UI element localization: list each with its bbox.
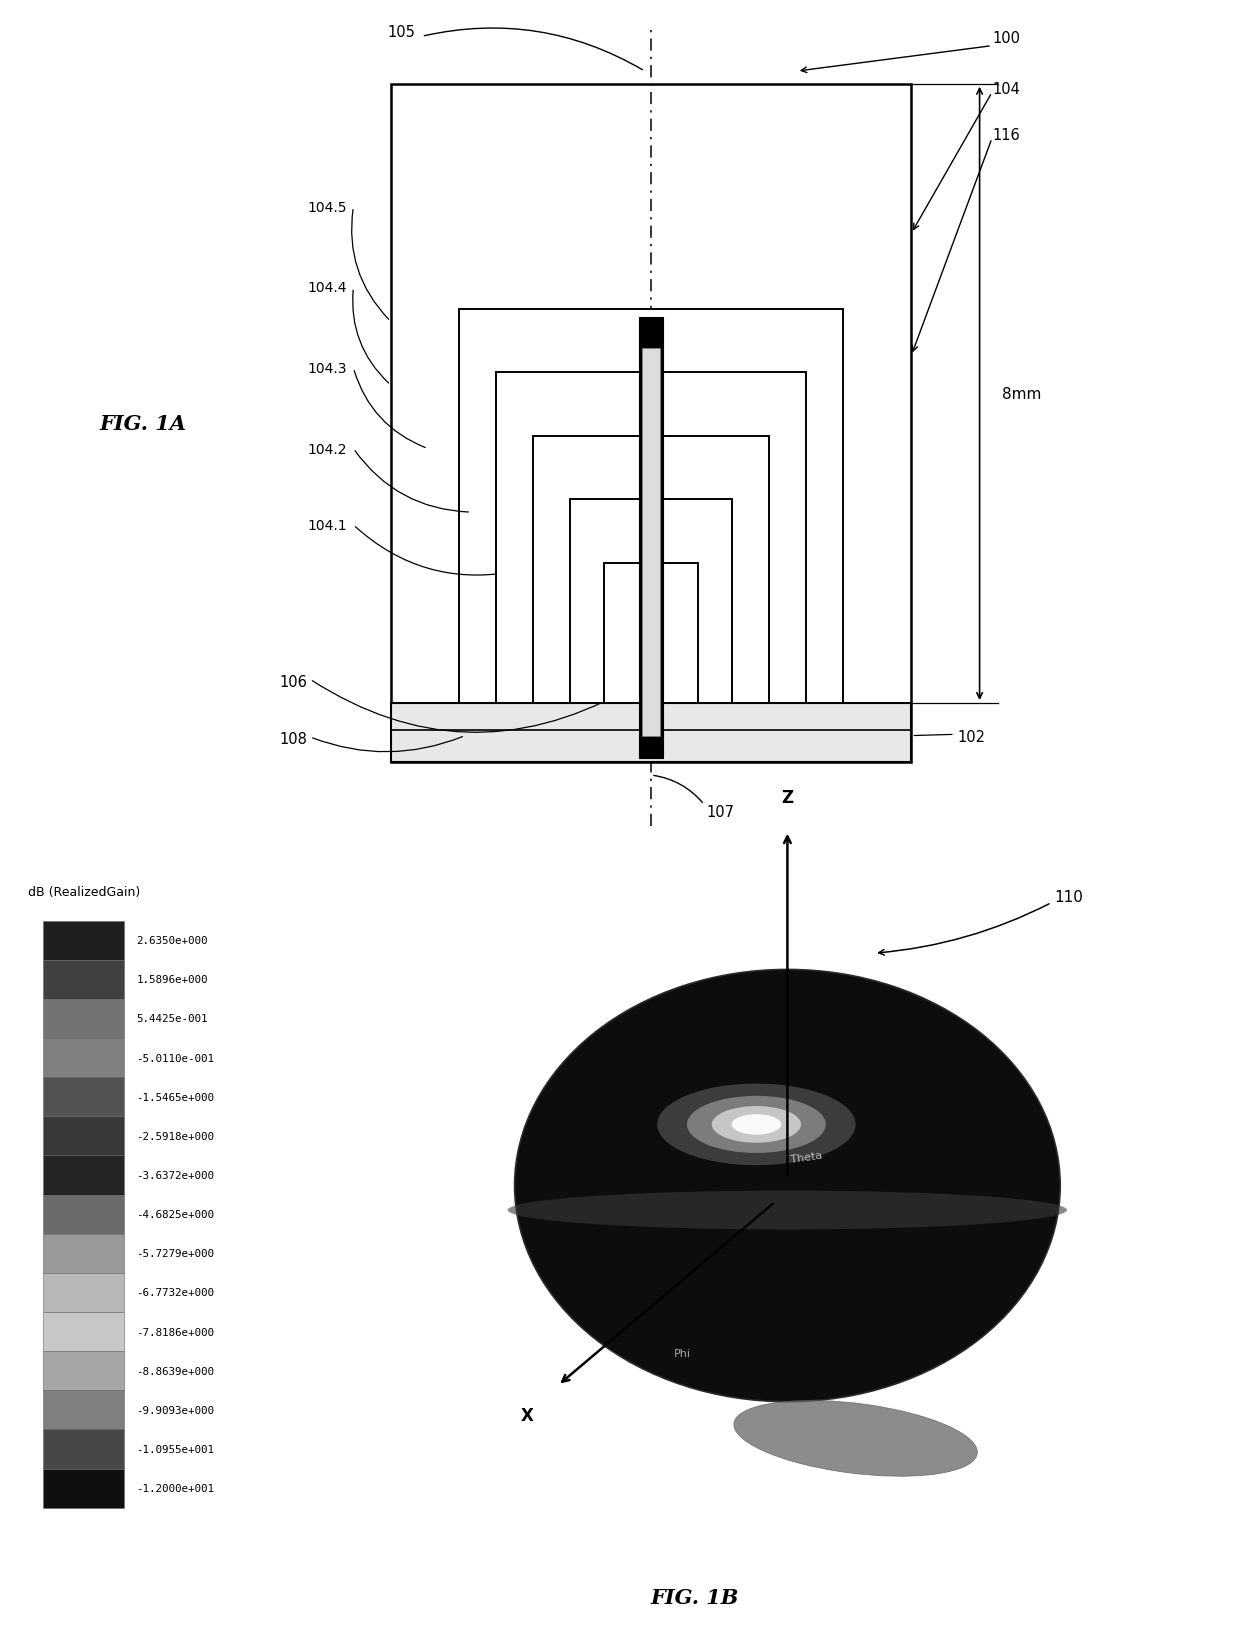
Ellipse shape <box>657 1084 856 1165</box>
Bar <box>496 373 806 704</box>
Ellipse shape <box>687 1095 826 1154</box>
Bar <box>391 704 911 763</box>
Bar <box>43 1038 124 1077</box>
Bar <box>43 1430 124 1469</box>
Bar <box>43 1469 124 1508</box>
Text: 107: 107 <box>707 805 735 820</box>
Bar <box>570 500 732 704</box>
Text: 104.5: 104.5 <box>308 200 347 215</box>
Text: 110: 110 <box>1054 888 1083 905</box>
Text: 102: 102 <box>957 730 986 745</box>
Text: FIG. 1B: FIG. 1B <box>650 1588 739 1607</box>
Bar <box>43 1234 124 1273</box>
Text: -9.9093e+000: -9.9093e+000 <box>136 1405 215 1415</box>
Bar <box>43 1312 124 1351</box>
Ellipse shape <box>515 970 1060 1402</box>
Text: X: X <box>521 1405 533 1425</box>
Bar <box>43 1156 124 1195</box>
Bar <box>391 85 911 763</box>
Bar <box>43 1351 124 1390</box>
Bar <box>639 318 663 758</box>
Bar <box>43 999 124 1038</box>
Text: -7.8186e+000: -7.8186e+000 <box>136 1327 215 1337</box>
Text: -5.0110e-001: -5.0110e-001 <box>136 1053 215 1063</box>
Bar <box>43 960 124 999</box>
Bar <box>604 564 698 704</box>
Bar <box>43 1390 124 1430</box>
Text: 100: 100 <box>992 31 1021 46</box>
Bar <box>43 1077 124 1117</box>
Text: FIG. 1A: FIG. 1A <box>99 414 186 434</box>
Text: -4.6825e+000: -4.6825e+000 <box>136 1209 215 1219</box>
Ellipse shape <box>508 1192 1066 1229</box>
Bar <box>43 921 124 960</box>
Text: dB (RealizedGain): dB (RealizedGain) <box>27 885 140 898</box>
Text: 104.1: 104.1 <box>308 518 347 533</box>
Text: Z: Z <box>781 789 794 807</box>
Text: -3.6372e+000: -3.6372e+000 <box>136 1170 215 1180</box>
Text: -1.5465e+000: -1.5465e+000 <box>136 1092 215 1102</box>
Text: 104.4: 104.4 <box>308 282 347 295</box>
Bar <box>642 349 660 737</box>
Bar <box>459 310 843 704</box>
Text: 108: 108 <box>280 732 308 747</box>
Text: 1.5896e+000: 1.5896e+000 <box>136 975 208 985</box>
Text: 5.4425e-001: 5.4425e-001 <box>136 1014 208 1024</box>
Text: 104.3: 104.3 <box>308 362 347 375</box>
Ellipse shape <box>712 1107 801 1143</box>
Text: -1.2000e+001: -1.2000e+001 <box>136 1483 215 1493</box>
Text: -2.5918e+000: -2.5918e+000 <box>136 1131 215 1141</box>
Text: 105: 105 <box>388 24 415 39</box>
Text: 106: 106 <box>280 675 308 689</box>
Text: Theta: Theta <box>790 1151 822 1164</box>
Bar <box>43 1117 124 1156</box>
Text: -5.7279e+000: -5.7279e+000 <box>136 1249 215 1258</box>
Text: 116: 116 <box>992 129 1019 143</box>
Bar <box>43 1195 124 1234</box>
Bar <box>43 1273 124 1312</box>
Text: -8.8639e+000: -8.8639e+000 <box>136 1366 215 1376</box>
Text: 2.6350e+000: 2.6350e+000 <box>136 936 208 945</box>
Text: Phi: Phi <box>673 1348 691 1358</box>
Bar <box>533 437 769 704</box>
Text: -6.7732e+000: -6.7732e+000 <box>136 1288 215 1297</box>
Ellipse shape <box>732 1115 781 1134</box>
Text: 104.2: 104.2 <box>308 442 347 456</box>
Text: 8mm: 8mm <box>1002 386 1042 401</box>
Ellipse shape <box>734 1400 977 1477</box>
Text: -1.0955e+001: -1.0955e+001 <box>136 1444 215 1454</box>
Text: 104: 104 <box>992 82 1019 96</box>
